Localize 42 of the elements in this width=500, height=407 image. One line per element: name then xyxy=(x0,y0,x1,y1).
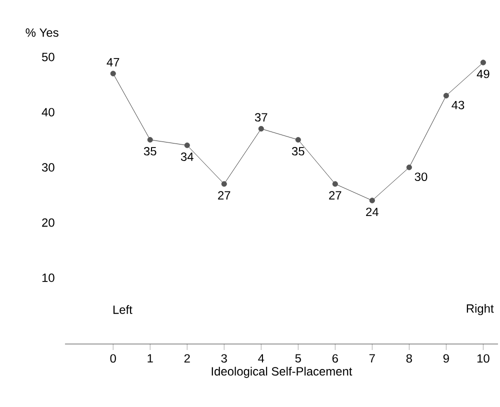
data-label: 47 xyxy=(106,58,120,66)
point xyxy=(443,92,449,98)
data-label: 27 xyxy=(329,191,342,200)
point xyxy=(369,198,375,204)
data-label: 43 xyxy=(452,100,464,110)
point xyxy=(184,142,190,148)
point xyxy=(110,70,116,76)
data-label: 27 xyxy=(218,191,230,200)
y-tick-label: 30 xyxy=(42,163,54,172)
point xyxy=(480,60,486,66)
point xyxy=(147,137,153,143)
annotation: Right xyxy=(466,304,494,316)
data-label: 24 xyxy=(366,208,378,216)
point xyxy=(295,137,301,143)
x-tick-label: 0 xyxy=(110,354,116,363)
x-tick-label: 1 xyxy=(148,354,153,362)
y-tick-label: 40 xyxy=(42,108,54,116)
x-tick-label: 9 xyxy=(443,354,449,363)
data-label: 35 xyxy=(292,146,304,156)
point xyxy=(332,181,338,187)
y-axis-title: % Yes xyxy=(26,28,58,37)
data-label: 30 xyxy=(414,172,428,182)
x-tick-label: 5 xyxy=(295,354,301,363)
data-label: 34 xyxy=(180,152,194,161)
y-tick-label: 20 xyxy=(42,218,54,227)
y-tick-label: 10 xyxy=(42,274,54,282)
x-tick-label: 2 xyxy=(184,354,190,363)
data-label: 49 xyxy=(476,70,490,78)
annotation: Left xyxy=(113,305,132,314)
x-tick-label: 6 xyxy=(332,354,338,363)
point xyxy=(258,126,264,132)
point xyxy=(406,164,412,170)
data-label: 35 xyxy=(144,146,156,156)
x-tick-label: 3 xyxy=(221,354,227,363)
x-tick-label: 4 xyxy=(258,354,264,362)
x-tick-label: 10 xyxy=(477,354,490,363)
data-label: 37 xyxy=(254,113,268,122)
y-tick-label: 50 xyxy=(42,52,54,62)
x-tick-label: 8 xyxy=(406,354,412,363)
point xyxy=(221,181,227,187)
x-tick-label: 7 xyxy=(369,354,375,362)
x-axis-title: Ideological Self-Placement xyxy=(212,366,352,378)
